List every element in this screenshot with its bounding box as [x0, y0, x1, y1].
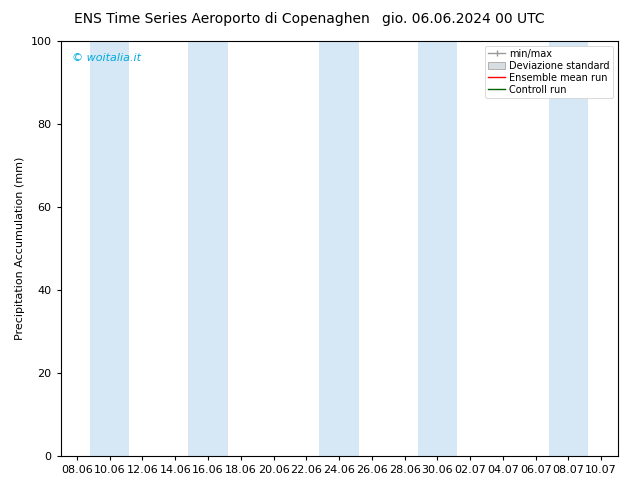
Bar [90, 41, 129, 456]
Text: gio. 06.06.2024 00 UTC: gio. 06.06.2024 00 UTC [382, 12, 544, 26]
Text: ENS Time Series Aeroporto di Copenaghen: ENS Time Series Aeroporto di Copenaghen [74, 12, 370, 26]
Bar [188, 41, 228, 456]
Legend: min/max, Deviazione standard, Ensemble mean run, Controll run: min/max, Deviazione standard, Ensemble m… [485, 46, 612, 98]
Bar [549, 41, 588, 456]
Text: © woitalia.it: © woitalia.it [72, 53, 141, 64]
Bar [418, 41, 457, 456]
Bar [320, 41, 359, 456]
Y-axis label: Precipitation Accumulation (mm): Precipitation Accumulation (mm) [15, 157, 25, 340]
